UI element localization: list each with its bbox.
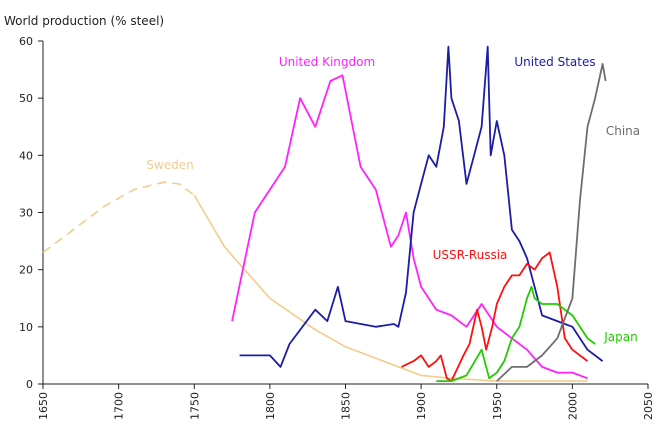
series-label: Sweden bbox=[146, 158, 193, 172]
x-tick-label: 1650 bbox=[37, 392, 50, 420]
x-tick-label: 1800 bbox=[264, 392, 277, 420]
series-line bbox=[231, 74, 588, 380]
series-line bbox=[436, 285, 596, 382]
series-label: United Kingdom bbox=[279, 55, 375, 69]
series-label: China bbox=[606, 124, 640, 138]
x-tick-label: 1700 bbox=[113, 392, 126, 420]
x-tick-label: 1950 bbox=[491, 392, 504, 420]
series-line bbox=[239, 45, 604, 368]
y-tick-label: 10 bbox=[19, 321, 33, 334]
y-tick-label: 40 bbox=[19, 149, 33, 162]
series-label: USSR-Russia bbox=[433, 248, 508, 262]
x-tick-label: 2000 bbox=[566, 392, 579, 420]
y-tick-label: 30 bbox=[19, 207, 33, 220]
y-tick-label: 0 bbox=[26, 378, 33, 391]
y-tick-label: 60 bbox=[19, 35, 33, 48]
x-tick-label: 1900 bbox=[415, 392, 428, 420]
x-tick-label: 2050 bbox=[642, 392, 655, 420]
x-tick-label: 1750 bbox=[188, 392, 201, 420]
series-line bbox=[194, 194, 588, 382]
series-label: United States bbox=[514, 55, 595, 69]
series-line bbox=[496, 63, 607, 382]
x-tick-label: 1850 bbox=[340, 392, 353, 420]
series-line-dashed bbox=[42, 181, 195, 254]
y-axis-label: World production (% steel) bbox=[4, 14, 164, 28]
y-tick-label: 20 bbox=[19, 264, 33, 277]
y-tick-label: 50 bbox=[19, 92, 33, 105]
series-label: Japan bbox=[603, 330, 637, 344]
series-line bbox=[401, 251, 589, 382]
